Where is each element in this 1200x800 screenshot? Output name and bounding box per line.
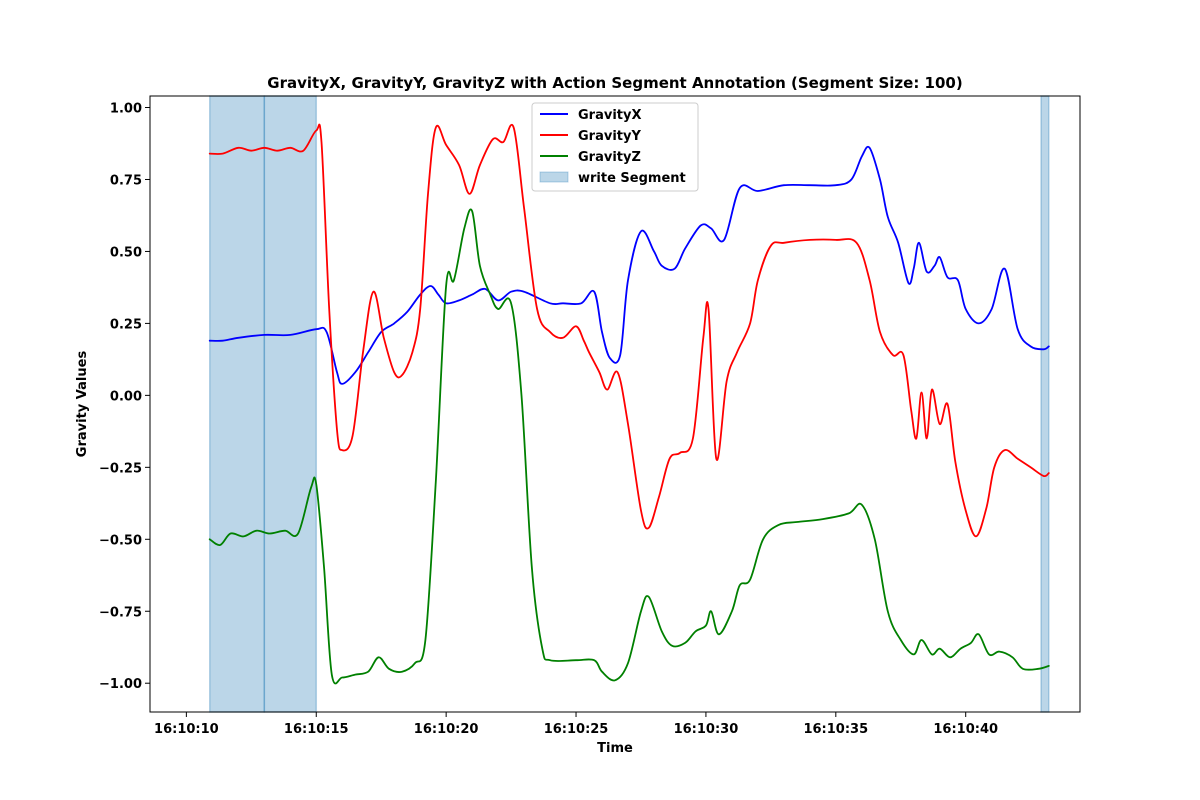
legend-label-gravityx: GravityX xyxy=(578,108,642,123)
y-tick-label-3: 0.25 xyxy=(110,317,142,332)
y-axis: 1.00 0.75 0.50 0.25 0.00 −0.25 −0.50 −0.75 −1.00 xyxy=(99,102,150,692)
x-tick-label-0: 16:10:10 xyxy=(154,722,219,737)
plot-frame xyxy=(149,95,1081,713)
segment-band-2 xyxy=(1040,95,1050,713)
legend-label-segment: write Segment xyxy=(578,171,686,186)
legend-label-gravityz: GravityZ xyxy=(578,150,641,165)
x-tick-label-3: 16:10:25 xyxy=(544,722,609,737)
x-tick-label-4: 16:10:30 xyxy=(674,722,739,737)
segment-band-1 xyxy=(263,95,318,713)
y-tick-label-7: −0.75 xyxy=(99,605,142,620)
x-axis: 16:10:10 16:10:15 16:10:20 16:10:25 16:10:30… xyxy=(154,712,998,737)
y-tick-label-2: 0.50 xyxy=(110,245,142,260)
y-tick-label-6: −0.50 xyxy=(99,533,142,548)
x-tick-label-2: 16:10:20 xyxy=(414,722,479,737)
series-line-gravityy xyxy=(208,123,1050,538)
y-tick-label-1: 0.75 xyxy=(110,173,142,188)
y-axis-label: Gravity Values xyxy=(75,351,90,458)
legend-box xyxy=(531,102,699,192)
y-tick-label-4: 0.00 xyxy=(110,389,142,404)
legend: GravityX GravityY GravityZ write Segment xyxy=(531,102,699,192)
x-tick-label-1: 16:10:15 xyxy=(284,722,349,737)
chart-title: GravityX, GravityY, GravityZ with Action… xyxy=(267,74,962,92)
series-layer xyxy=(208,123,1050,685)
x-tick-label-5: 16:10:35 xyxy=(803,722,868,737)
segment-band-0 xyxy=(208,95,266,713)
series-line-gravityz xyxy=(208,208,1050,685)
legend-swatch-segment xyxy=(539,171,569,183)
series-line-gravityx xyxy=(208,145,1050,385)
y-tick-label-0: 1.00 xyxy=(110,102,142,117)
legend-label-gravityy: GravityY xyxy=(578,129,641,144)
x-tick-label-6: 16:10:40 xyxy=(933,722,998,737)
y-tick-label-8: −1.00 xyxy=(99,677,142,692)
y-tick-label-5: −0.25 xyxy=(99,461,142,476)
x-axis-label: Time xyxy=(597,741,633,756)
